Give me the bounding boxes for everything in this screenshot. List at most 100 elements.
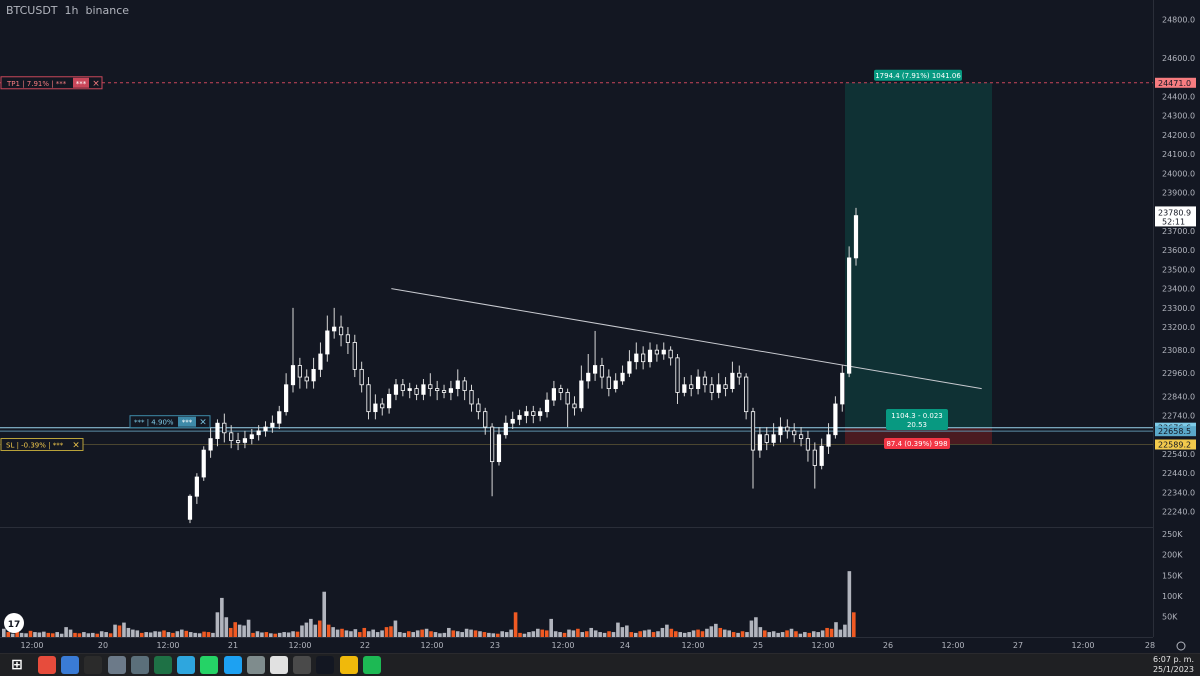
y-tick-label: 24000.0: [1162, 169, 1195, 178]
volume-bar: [228, 627, 233, 637]
whatsapp-icon[interactable]: [200, 656, 219, 674]
candle-body: [730, 372, 735, 390]
network-icon[interactable]: [293, 656, 312, 674]
telegram-icon[interactable]: [177, 656, 196, 674]
folder-icon[interactable]: [107, 656, 126, 674]
volume-bar: [282, 632, 286, 637]
chrome-alt-icon[interactable]: [270, 656, 288, 674]
chrome-icon[interactable]: [38, 656, 56, 674]
candle-body: [833, 403, 838, 436]
candle-body: [242, 438, 248, 443]
volume-bar: [2, 628, 6, 637]
candle-body: [702, 376, 708, 386]
tradingview-icon[interactable]: [316, 656, 335, 674]
volume-bar: [73, 632, 77, 637]
volume-bar: [180, 629, 184, 637]
clock-time: 6:07 p. m.: [1152, 655, 1194, 664]
volume-bar: [429, 631, 433, 637]
x-tick-label: 12:00: [20, 641, 43, 650]
volume-bar: [251, 632, 255, 637]
volume-bar: [660, 627, 665, 637]
volume-bar: [825, 627, 829, 637]
volume-bar: [197, 633, 202, 637]
volume-bar: [731, 632, 736, 637]
volume-bar: [68, 629, 73, 637]
y-tick-label: 24100.0: [1162, 150, 1195, 159]
volume-bar: [104, 632, 108, 637]
volume-bar: [380, 630, 384, 637]
volume-bar: [95, 633, 100, 637]
y-tick-label: 24800.0: [1162, 16, 1195, 25]
calculator-icon[interactable]: [130, 656, 149, 674]
volume-bar: [349, 631, 353, 637]
candle-body: [249, 434, 254, 439]
notes-icon[interactable]: [246, 656, 265, 674]
volume-bar: [625, 625, 629, 637]
volume-bar: [91, 632, 95, 637]
candle-body: [606, 376, 611, 390]
target-label-box: [874, 69, 962, 81]
entry-close-icon: ×: [199, 418, 207, 428]
volume-bar: [567, 629, 571, 637]
volume-bar: [580, 632, 585, 637]
candle-body: [490, 426, 495, 463]
excel-icon[interactable]: [154, 656, 172, 674]
twitter-icon[interactable]: [223, 656, 242, 674]
y-tick-label: 23200.0: [1162, 323, 1195, 332]
y-tick-label: 23900.0: [1162, 189, 1195, 198]
explorer-icon[interactable]: [61, 656, 80, 674]
volume-bar: [504, 632, 509, 637]
volume-bar: [420, 629, 424, 637]
candle-body: [613, 380, 618, 389]
candle-body: [634, 353, 639, 363]
candle-body: [757, 434, 762, 451]
windows-icon[interactable]: ⊞: [8, 656, 26, 674]
sl-order-label-box: [0, 437, 84, 451]
candle-body: [496, 434, 502, 463]
symbol-name: BTCUSDT: [6, 4, 58, 17]
volume-bar: [406, 631, 411, 637]
volume-bar: [389, 626, 393, 637]
volume-bar: [531, 631, 536, 637]
candle-body: [599, 365, 605, 378]
price-chart[interactable]: 22240.0 22340.0 22440.0 22540.0 22740.0 22840…: [0, 0, 1200, 653]
candle-body: [647, 349, 653, 363]
sl-close-icon: ×: [72, 440, 80, 450]
candle-body: [441, 390, 447, 393]
candle-body: [572, 403, 577, 409]
candle-body: [222, 422, 227, 434]
volume-bar: [678, 632, 683, 637]
candle-body: [668, 349, 673, 359]
y-tick-label: 24300.0: [1162, 112, 1195, 121]
taskbar-clock[interactable]: 6:07 p. m. 25/1/2023: [1153, 655, 1194, 675]
volume-bar: [335, 629, 340, 637]
volume-bar: [482, 632, 487, 637]
volume-bar: [50, 633, 55, 637]
candle-body: [840, 372, 845, 405]
volume-bar: [691, 630, 696, 637]
binance-icon[interactable]: [339, 656, 358, 674]
volume-bar: [549, 618, 553, 637]
volume-bar: [313, 624, 318, 637]
candle-body: [187, 495, 193, 520]
volume-bar: [326, 624, 331, 637]
y-tick-label: 23400.0: [1162, 285, 1195, 294]
spotify-icon[interactable]: [362, 656, 381, 674]
volume-bar: [616, 622, 620, 637]
windows-taskbar: 6:07 p. m. 25/1/2023 ⊞: [0, 653, 1200, 676]
terminal-icon[interactable]: [84, 656, 103, 674]
volume-bar: [242, 625, 246, 637]
volume-bar: [148, 632, 153, 637]
price-level-tag: [1155, 426, 1196, 437]
volume-bar: [269, 633, 273, 637]
volume-bar: [24, 633, 28, 637]
volume-bar: [562, 632, 567, 637]
candle-body: [654, 349, 659, 355]
candle-body: [819, 445, 824, 466]
volume-bar: [749, 620, 754, 637]
volume-bar: [193, 632, 197, 637]
volume-bar: [188, 632, 193, 637]
volume-bar: [518, 632, 522, 637]
y-tick-label: 22540.0: [1162, 450, 1195, 459]
volume-bar: [745, 632, 749, 637]
